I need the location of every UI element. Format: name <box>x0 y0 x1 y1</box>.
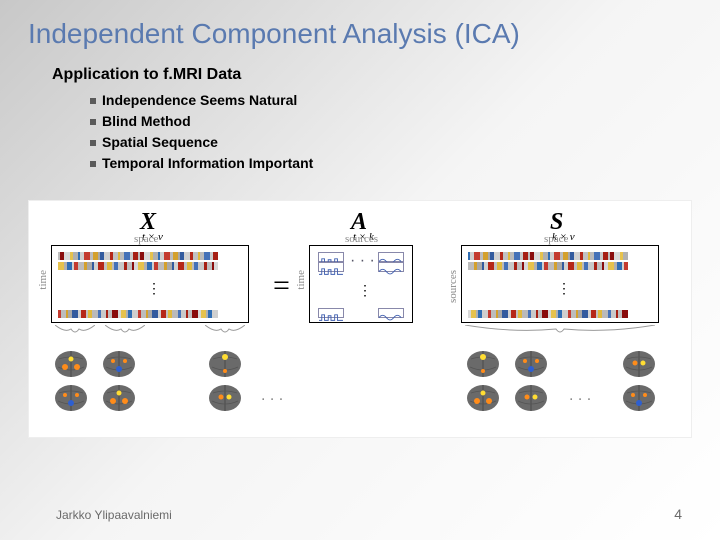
bullet-icon <box>90 119 96 125</box>
brain-icon <box>53 349 89 379</box>
slide-title: Independent Component Analysis (ICA) <box>0 0 720 50</box>
slide-subtitle: Application to f.MRI Data <box>0 50 720 90</box>
ica-decomposition-figure: ⋮Xt × vspacetime· · ·⋮At × ksourcestime⋮… <box>28 200 692 438</box>
footer-page-number: 4 <box>674 506 682 522</box>
axis-label-top: space <box>134 233 194 245</box>
brain-icon <box>465 383 501 413</box>
bullet-item: Spatial Sequence <box>90 132 720 153</box>
brain-icon <box>207 349 243 379</box>
bullet-icon <box>90 161 96 167</box>
matrix-X: ⋮ <box>51 245 249 323</box>
bullet-item: Independence Seems Natural <box>90 90 720 111</box>
brain-icon <box>621 349 657 379</box>
bullet-item: Blind Method <box>90 111 720 132</box>
axis-label-side: time <box>295 270 307 290</box>
bullet-icon <box>90 140 96 146</box>
axis-label-side: time <box>37 270 49 290</box>
axis-label-top: space <box>544 233 604 245</box>
bullet-text: Temporal Information Important <box>102 153 313 174</box>
bullet-list: Independence Seems Natural Blind Method … <box>0 90 720 174</box>
brain-icon <box>513 349 549 379</box>
bullet-icon <box>90 98 96 104</box>
ellipsis-icon: . . . <box>569 387 591 405</box>
brain-icon <box>101 383 137 413</box>
matrix-A: · · ·⋮ <box>309 245 413 323</box>
brace-icon <box>465 325 655 338</box>
brace-icon <box>205 325 245 338</box>
axis-label-side: sources <box>447 270 459 303</box>
bullet-item: Temporal Information Important <box>90 153 720 174</box>
equals-sign: = <box>273 269 290 303</box>
brain-icon <box>465 349 501 379</box>
brain-icon <box>101 349 137 379</box>
brain-icon <box>621 383 657 413</box>
axis-label-top: sources <box>345 233 381 245</box>
brain-icon <box>513 383 549 413</box>
brain-icon <box>53 383 89 413</box>
bullet-text: Spatial Sequence <box>102 132 218 153</box>
brain-icon <box>207 383 243 413</box>
footer-author: Jarkko Ylipaavalniemi <box>56 508 172 522</box>
bullet-text: Blind Method <box>102 111 191 132</box>
ellipsis-icon: . . . <box>261 387 283 405</box>
brace-icon <box>105 325 145 338</box>
brace-icon <box>55 325 95 338</box>
matrix-S: ⋮ <box>461 245 659 323</box>
bullet-text: Independence Seems Natural <box>102 90 297 111</box>
